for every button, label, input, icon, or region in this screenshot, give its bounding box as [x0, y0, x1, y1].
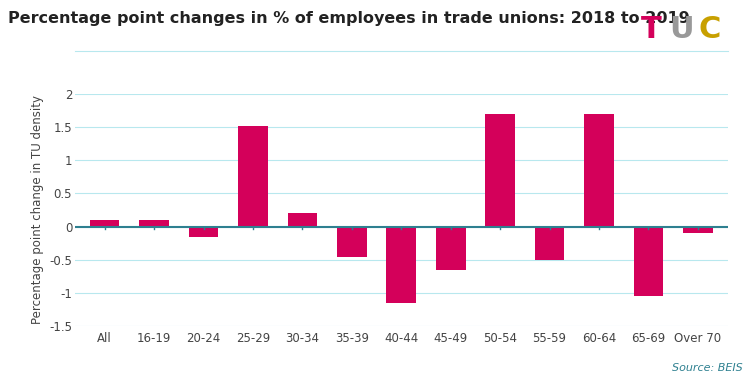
Bar	[287, 213, 317, 226]
Bar	[683, 226, 712, 233]
Text: T: T	[641, 15, 662, 44]
Bar	[436, 226, 466, 270]
Y-axis label: Percentage point change in TU density: Percentage point change in TU density	[31, 96, 44, 324]
Bar	[140, 220, 169, 226]
Text: Source: BEIS: Source: BEIS	[672, 363, 742, 373]
Bar	[90, 220, 119, 226]
Bar	[386, 226, 416, 303]
Bar	[337, 226, 367, 256]
Text: U: U	[670, 15, 694, 44]
Bar	[535, 226, 564, 260]
Bar	[584, 114, 614, 226]
Bar	[634, 226, 663, 296]
Text: C: C	[698, 15, 721, 44]
Bar	[485, 114, 515, 226]
Text: Percentage point changes in % of employees in trade unions: 2018 to 2019: Percentage point changes in % of employe…	[8, 11, 689, 26]
Bar	[189, 226, 218, 237]
Bar	[238, 126, 268, 226]
